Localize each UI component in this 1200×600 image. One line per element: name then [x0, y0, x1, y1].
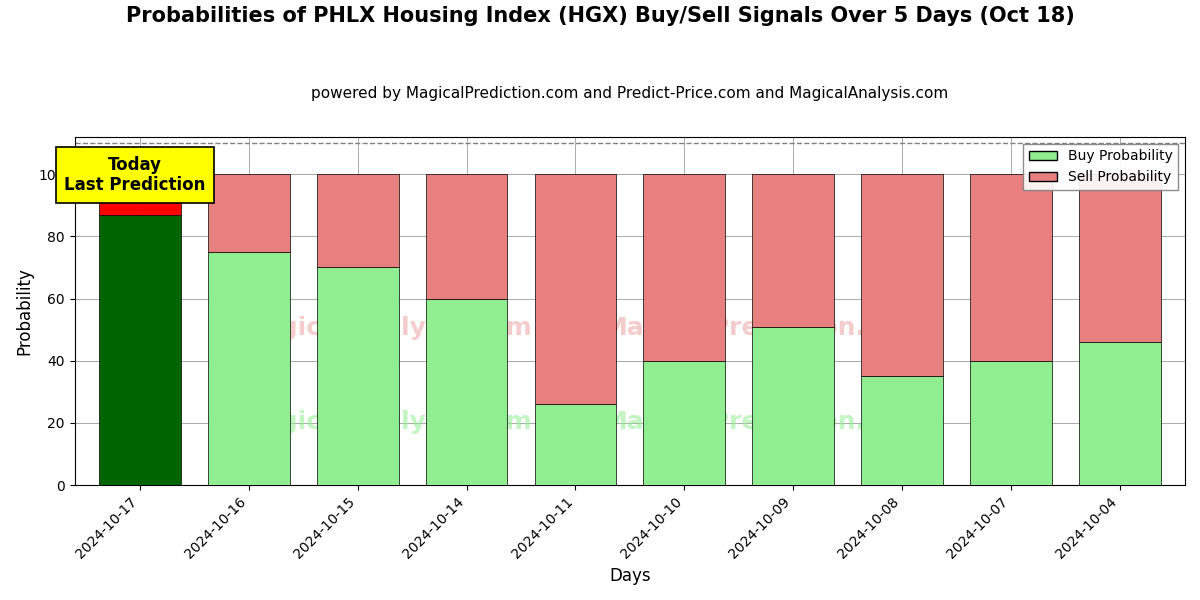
- Bar: [1079, 342, 1160, 485]
- Bar: [100, 174, 181, 215]
- Bar: [426, 299, 508, 485]
- Text: MagicalAnalysis.com: MagicalAnalysis.com: [239, 410, 533, 434]
- Bar: [426, 174, 508, 299]
- Bar: [862, 376, 943, 485]
- Legend: Buy Probability, Sell Probability: Buy Probability, Sell Probability: [1024, 144, 1178, 190]
- Bar: [534, 174, 617, 404]
- Bar: [317, 268, 398, 485]
- Bar: [1079, 174, 1160, 342]
- Text: MagicalPrediction.com: MagicalPrediction.com: [602, 316, 924, 340]
- Bar: [100, 215, 181, 485]
- Text: MagicalAnalysis.com: MagicalAnalysis.com: [239, 316, 533, 340]
- X-axis label: Days: Days: [610, 567, 650, 585]
- Title: powered by MagicalPrediction.com and Predict-Price.com and MagicalAnalysis.com: powered by MagicalPrediction.com and Pre…: [311, 86, 948, 101]
- Text: Today
Last Prediction: Today Last Prediction: [64, 155, 205, 194]
- Text: MagicalPrediction.com: MagicalPrediction.com: [602, 410, 924, 434]
- Bar: [970, 174, 1051, 361]
- Bar: [643, 174, 725, 361]
- Bar: [208, 252, 289, 485]
- Bar: [752, 326, 834, 485]
- Bar: [534, 404, 617, 485]
- Bar: [752, 174, 834, 326]
- Bar: [317, 174, 398, 268]
- Bar: [208, 174, 289, 252]
- Text: Probabilities of PHLX Housing Index (HGX) Buy/Sell Signals Over 5 Days (Oct 18): Probabilities of PHLX Housing Index (HGX…: [126, 6, 1074, 26]
- Bar: [970, 361, 1051, 485]
- Y-axis label: Probability: Probability: [16, 267, 34, 355]
- Bar: [643, 361, 725, 485]
- Bar: [862, 174, 943, 376]
